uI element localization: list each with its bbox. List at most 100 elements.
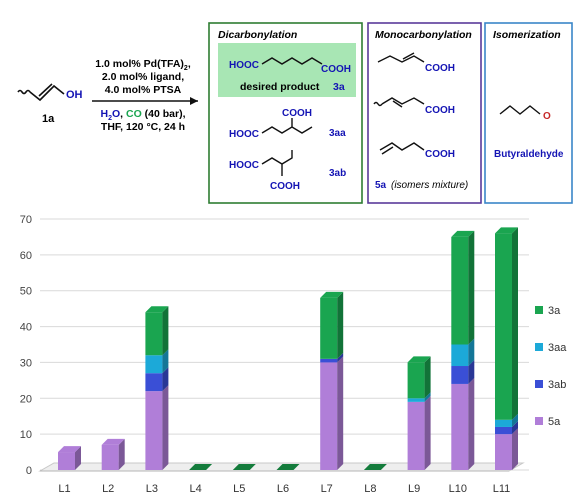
y-tick-label: 40 bbox=[20, 322, 32, 334]
x-axis-ticks: L1 L2 L3 L4 L5 L6 L7 L8 L9 L10 L11 bbox=[58, 483, 510, 495]
5a-isomer-3-cooh: COOH bbox=[425, 149, 455, 160]
chart-legend: 3a 3aa 3ab 5a bbox=[535, 305, 567, 428]
bar-front bbox=[145, 312, 163, 356]
bar-segment-5a-L1 bbox=[58, 446, 81, 470]
monocarbonylation-box bbox=[367, 22, 482, 204]
bar-side bbox=[162, 385, 169, 470]
desired-product-label: desired product bbox=[240, 81, 320, 93]
3a-cooh-label: COOH bbox=[321, 64, 351, 75]
bar-top-L9 bbox=[407, 356, 431, 363]
bar-front bbox=[145, 373, 163, 392]
bar-front bbox=[495, 426, 512, 435]
bar-segment-3a-L11 bbox=[495, 227, 518, 420]
conditions-ligand: 2.0 mol% ligand, bbox=[102, 71, 184, 83]
y-axis-ticks: 0 10 20 30 40 50 60 70 bbox=[20, 214, 32, 477]
bar-front bbox=[495, 233, 512, 420]
bar-side bbox=[118, 438, 125, 470]
legend-label-5a: 5a bbox=[548, 416, 561, 428]
desired-product-highlight bbox=[218, 43, 356, 97]
conditions-acid: 4.0 mol% PTSA bbox=[105, 84, 182, 96]
bar-side bbox=[424, 395, 431, 470]
x-tick-label: L11 bbox=[493, 483, 511, 495]
bar-top-L1 bbox=[58, 446, 81, 453]
bar-side bbox=[468, 338, 475, 367]
bar-side bbox=[468, 230, 475, 345]
3ab-id: 3ab bbox=[329, 168, 346, 179]
bar-side bbox=[512, 227, 518, 420]
x-tick-label: L9 bbox=[408, 483, 420, 495]
yield-chart: 0 10 20 30 40 50 60 70 L1 L2 L3 L4 L5 L6 L7 L8 L9 L10 L11… bbox=[20, 214, 567, 495]
bar-front bbox=[495, 419, 512, 427]
5a-isomer-1-double-bond bbox=[402, 52, 415, 60]
bar-front bbox=[58, 452, 75, 470]
y-tick-label: 20 bbox=[20, 393, 32, 405]
legend-label-3ab: 3ab bbox=[548, 379, 566, 391]
chart-bars bbox=[58, 227, 518, 470]
x-tick-label: L2 bbox=[102, 483, 114, 495]
isomerization-box bbox=[484, 22, 573, 204]
bar-side bbox=[337, 356, 344, 470]
butyraldehyde-structure bbox=[499, 105, 541, 115]
bar-segment-3aa-L3 bbox=[145, 349, 169, 374]
conditions-gas: H2O, CO (40 bar), bbox=[100, 108, 185, 122]
bar-front bbox=[145, 391, 163, 470]
substrate-id: 1a bbox=[42, 113, 55, 125]
substrate-1a-structure bbox=[17, 83, 65, 102]
bar-side bbox=[75, 446, 81, 470]
x-tick-label: L5 bbox=[233, 483, 245, 495]
butyraldehyde-name: Butyraldehyde bbox=[494, 149, 564, 160]
x-tick-label: L1 bbox=[58, 483, 70, 495]
bar-side bbox=[512, 428, 518, 470]
legend-swatch-3a bbox=[535, 306, 543, 314]
bar-top-L3 bbox=[145, 306, 169, 313]
3ab-structure bbox=[261, 150, 293, 176]
bar-segment-3ab-L11 bbox=[495, 420, 518, 435]
bar-segment-3a-L3 bbox=[145, 306, 169, 356]
bar-segment-3aa-L10 bbox=[451, 338, 475, 367]
bar-side bbox=[468, 377, 475, 470]
5a-isomer-1-cooh: COOH bbox=[425, 63, 455, 74]
bar-side bbox=[162, 349, 169, 374]
5a-isomer-2-double-bond bbox=[392, 100, 403, 108]
x-tick-label: L7 bbox=[321, 483, 333, 495]
bar-side bbox=[162, 367, 169, 392]
conditions-catalyst: 1.0 mol% Pd(TFA)2, bbox=[95, 58, 191, 72]
3a-structure bbox=[261, 57, 323, 65]
bar-segment-3aa-L9 bbox=[407, 392, 431, 402]
5a-isomer-3-structure bbox=[379, 142, 425, 151]
conditions-solvent-temp: THF, 120 °C, 24 h bbox=[101, 121, 185, 133]
bar-front bbox=[101, 444, 119, 470]
bar-front bbox=[451, 344, 469, 367]
y-tick-label: 10 bbox=[20, 429, 32, 441]
dicarbonylation-box bbox=[208, 22, 363, 204]
5a-isomer-1-structure bbox=[377, 55, 425, 63]
bar-segment-3a-L9 bbox=[407, 356, 431, 399]
bar-segment-5a-L2 bbox=[101, 438, 125, 470]
bar-front bbox=[320, 297, 338, 359]
y-tick-label: 30 bbox=[20, 357, 32, 369]
reaction-arrowhead bbox=[190, 97, 198, 105]
bar-front bbox=[145, 355, 163, 374]
x-tick-label: L8 bbox=[364, 483, 376, 495]
dicarbonylation-title: Dicarbonylation bbox=[218, 29, 297, 41]
x-tick-label: L6 bbox=[277, 483, 289, 495]
bar-side bbox=[512, 420, 518, 435]
legend-label-3a: 3a bbox=[548, 305, 561, 317]
bar-top-L6 bbox=[276, 464, 300, 470]
3aa-cooh-label: COOH bbox=[282, 108, 312, 119]
3ab-hooc-label: HOOC bbox=[229, 160, 259, 171]
3a-id: 3a bbox=[333, 81, 345, 93]
bar-top-L10 bbox=[451, 230, 475, 237]
bar-side bbox=[337, 291, 344, 359]
legend-swatch-3ab bbox=[535, 380, 543, 388]
bar-top-L8 bbox=[363, 464, 387, 470]
y-tick-label: 50 bbox=[20, 286, 32, 298]
bar-side bbox=[512, 413, 518, 427]
substrate-oh-label: OH bbox=[66, 89, 83, 101]
bar-segment-5a-L7 bbox=[320, 356, 344, 470]
bar-side bbox=[337, 352, 344, 363]
bar-front bbox=[407, 362, 425, 399]
bar-side bbox=[424, 392, 431, 402]
bar-front bbox=[407, 398, 425, 402]
y-tick-label: 70 bbox=[20, 214, 32, 226]
